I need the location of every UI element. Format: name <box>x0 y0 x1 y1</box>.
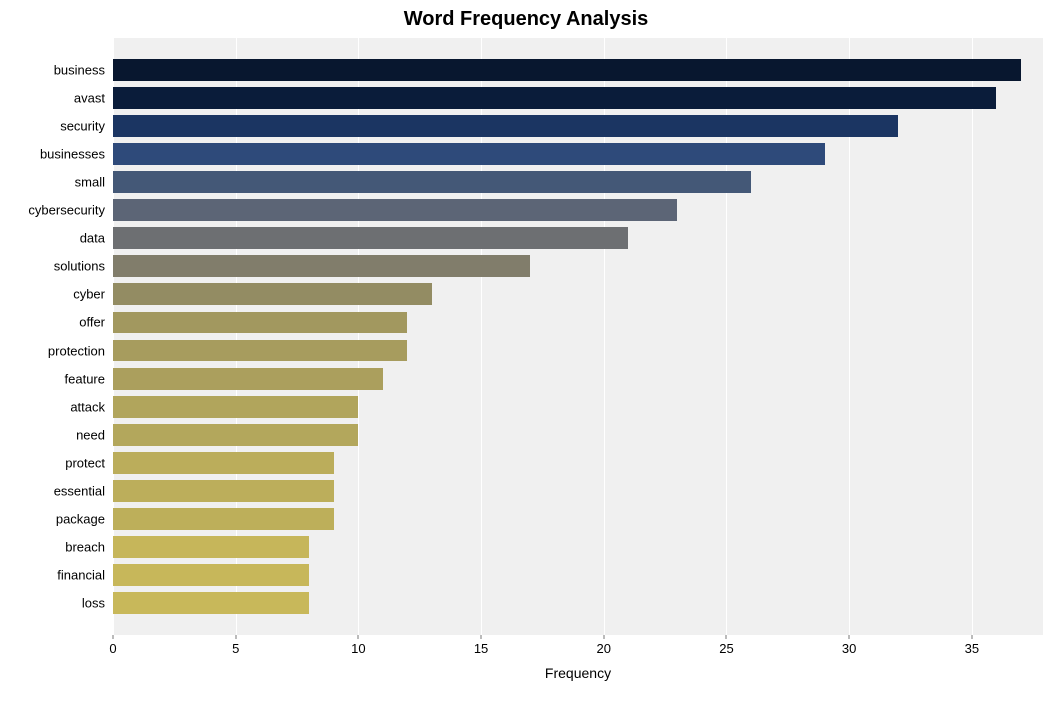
chart-title: Word Frequency Analysis <box>0 8 1052 31</box>
y-tick-label: security <box>60 119 113 134</box>
grid-line <box>972 38 973 635</box>
bar <box>113 452 334 474</box>
x-tick-label: 15 <box>474 635 488 656</box>
bar <box>113 227 628 249</box>
x-axis-label: Frequency <box>545 665 611 681</box>
bar <box>113 255 530 277</box>
x-tick-label: 20 <box>597 635 611 656</box>
bar <box>113 592 309 614</box>
bar <box>113 536 309 558</box>
x-tick-label: 35 <box>965 635 979 656</box>
y-tick-label: businesses <box>40 147 113 162</box>
y-tick-label: protect <box>65 455 113 470</box>
bar <box>113 115 898 137</box>
y-tick-label: offer <box>79 315 113 330</box>
y-tick-label: data <box>80 231 113 246</box>
y-tick-label: need <box>76 427 113 442</box>
bar <box>113 564 309 586</box>
y-tick-label: business <box>54 63 113 78</box>
y-tick-label: protection <box>48 343 113 358</box>
bar <box>113 396 358 418</box>
x-tick-label: 10 <box>351 635 365 656</box>
y-tick-label: essential <box>54 483 113 498</box>
plot-area: 05101520253035businessavastsecuritybusin… <box>113 38 1043 635</box>
y-tick-label: financial <box>57 567 113 582</box>
y-tick-label: cybersecurity <box>28 203 113 218</box>
y-tick-label: small <box>75 175 113 190</box>
y-tick-label: attack <box>70 399 113 414</box>
y-tick-label: loss <box>82 595 113 610</box>
bar <box>113 480 334 502</box>
bar <box>113 312 407 334</box>
y-tick-label: package <box>56 511 113 526</box>
x-tick-label: 5 <box>232 635 239 656</box>
bar <box>113 368 383 390</box>
y-tick-label: solutions <box>54 259 113 274</box>
bar <box>113 340 407 362</box>
bar <box>113 143 825 165</box>
x-tick-label: 0 <box>109 635 116 656</box>
y-tick-label: cyber <box>73 287 113 302</box>
chart-container: Word Frequency Analysis 05101520253035bu… <box>0 0 1052 701</box>
x-tick-label: 25 <box>719 635 733 656</box>
bar <box>113 87 996 109</box>
y-tick-label: breach <box>65 539 113 554</box>
x-tick-label: 30 <box>842 635 856 656</box>
y-tick-label: avast <box>74 91 113 106</box>
bar <box>113 508 334 530</box>
bar <box>113 199 677 221</box>
y-tick-label: feature <box>65 371 113 386</box>
bar <box>113 283 432 305</box>
bar <box>113 171 751 193</box>
bar <box>113 424 358 446</box>
bar <box>113 59 1021 81</box>
